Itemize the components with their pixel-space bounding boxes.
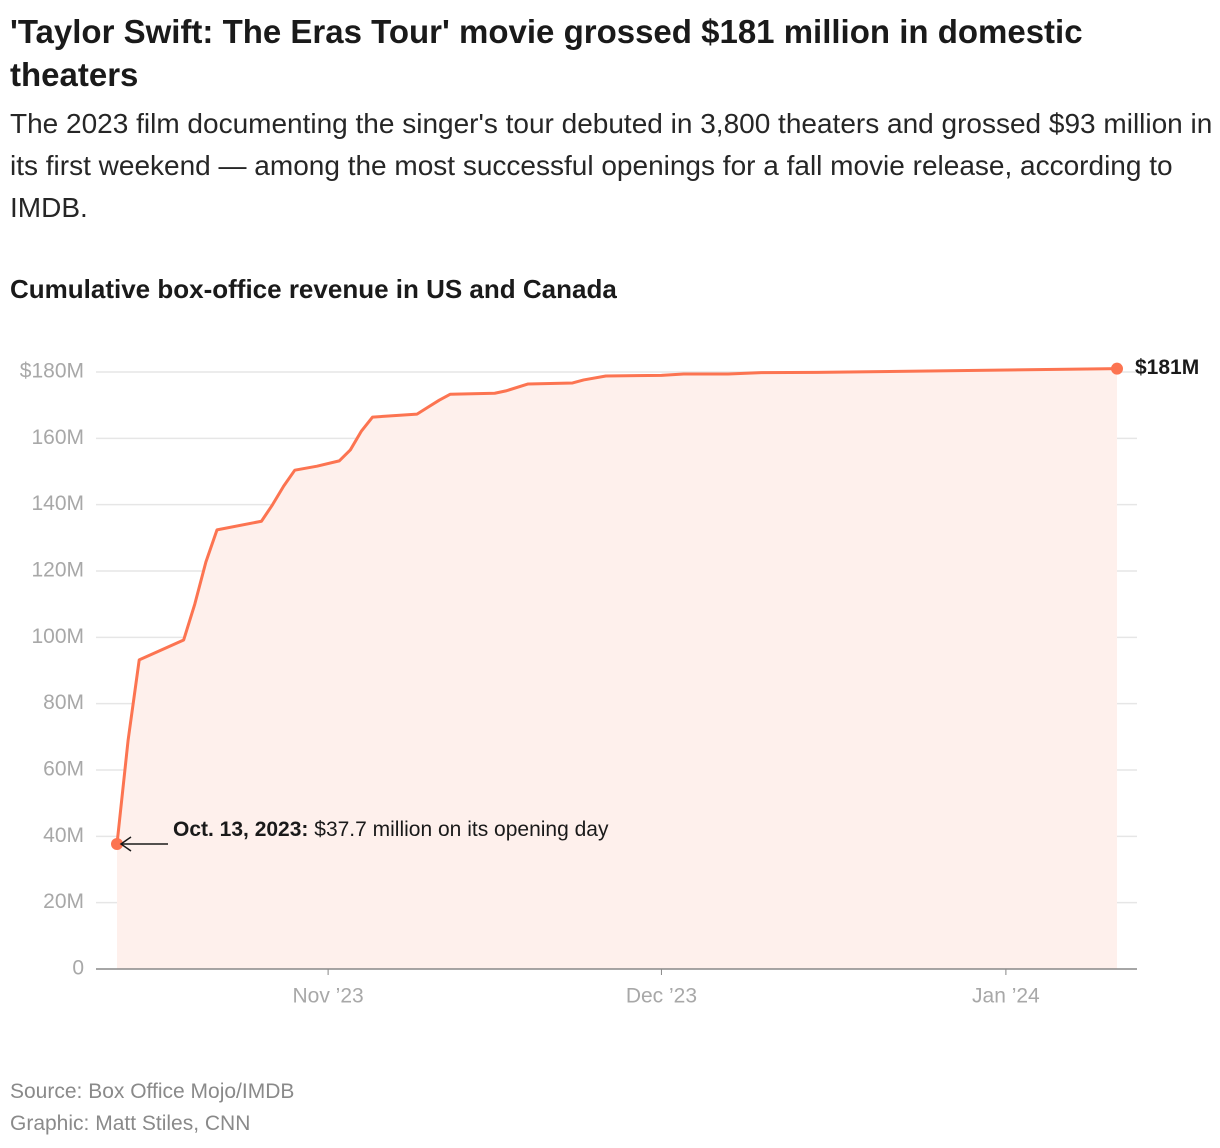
y-tick-label: $180M [20, 360, 84, 383]
credit: Graphic: Matt Stiles, CNN [10, 1112, 251, 1135]
point [111, 837, 123, 850]
area-fill [117, 368, 1117, 969]
y-tick-label: 160M [31, 426, 84, 449]
source-block: Source: Box Office Mojo/IMDB Graphic: Ma… [10, 1076, 294, 1140]
y-tick-label: 100M [31, 625, 84, 648]
point [1111, 362, 1123, 375]
x-tick-label: Dec ’23 [626, 985, 697, 1008]
y-tick-label: 60M [43, 758, 84, 781]
y-tick-label: 80M [43, 691, 84, 714]
y-tick-label: 0 [72, 957, 84, 980]
y-tick-label: 40M [43, 824, 84, 847]
chart-title: Cumulative box-office revenue in US and … [10, 274, 617, 304]
y-tick-label: 120M [31, 559, 84, 582]
annotation-text: $37.7 million on its opening day [314, 818, 609, 841]
annotation-arrowhead [119, 836, 132, 852]
annotation-date: Oct. 13, 2023: [173, 818, 309, 841]
line [115, 367, 1118, 845]
x-tick-label: Nov ’23 [293, 985, 364, 1008]
x-tick-label: Jan ’24 [972, 985, 1040, 1008]
annotation: Oct. 13, 2023: $37.7 million on its open… [173, 815, 643, 844]
subtitle: The 2023 film documenting the singer's t… [10, 108, 1213, 223]
value-label: $181M [1135, 356, 1199, 379]
source: Source: Box Office Mojo/IMDB [10, 1080, 295, 1103]
y-tick-label: 20M [43, 890, 84, 913]
title: 'Taylor Swift: The Eras Tour' movie gros… [10, 13, 1083, 93]
y-tick-label: 140M [31, 492, 84, 515]
